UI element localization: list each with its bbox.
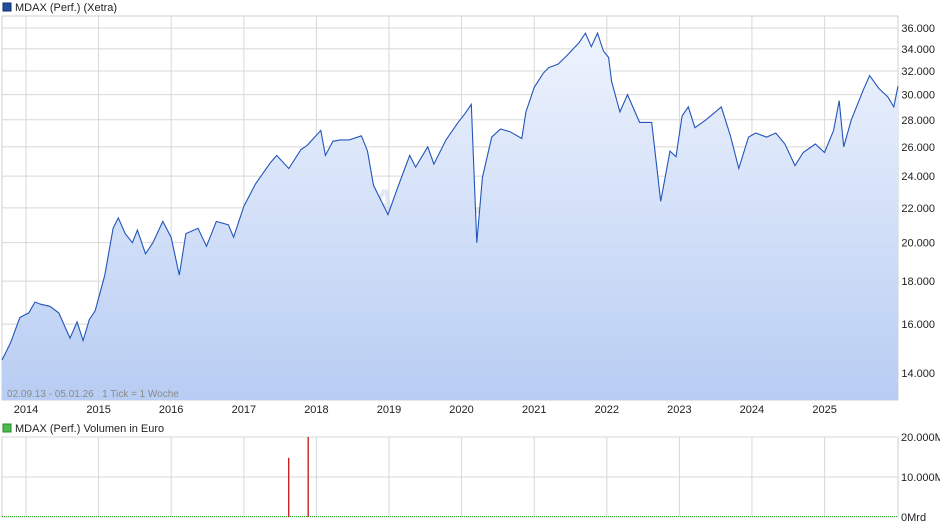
price-chart-title: MDAX (Perf.) (Xetra) — [15, 2, 117, 14]
price-y-tick-label: 18.000 — [901, 276, 935, 288]
x-axis-year-label: 2021 — [522, 404, 546, 416]
x-axis-year-label: 2015 — [86, 404, 110, 416]
x-axis-year-label: 2019 — [377, 404, 401, 416]
volume-y-axis: 0Mrd 10.000M 20.000M — [901, 432, 940, 524]
x-axis-year-label: 2016 — [159, 404, 183, 416]
price-legend-swatch — [2, 2, 12, 12]
price-y-tick-label: 22.000 — [901, 203, 935, 215]
x-axis-year-label: 2023 — [667, 404, 691, 416]
price-y-tick-label: 26.000 — [901, 142, 935, 154]
price-y-tick-label: 20.000 — [901, 238, 935, 250]
price-y-tick-label: 30.000 — [901, 90, 935, 102]
price-y-tick-label: 36.000 — [901, 23, 935, 35]
price-y-tick-label: 16.000 — [901, 319, 935, 331]
volume-chart-title: MDAX (Perf.) Volumen in Euro — [15, 423, 164, 435]
volume-legend-swatch — [2, 423, 12, 433]
volume-y-tick-label: 0Mrd — [901, 512, 926, 524]
x-axis-year-label: 2024 — [740, 404, 764, 416]
x-axis-year-label: 2017 — [232, 404, 256, 416]
x-axis-year-label: 2022 — [595, 404, 619, 416]
price-y-tick-label: 14.000 — [901, 368, 935, 380]
volume-bar — [288, 457, 290, 517]
price-y-tick-label: 34.000 — [901, 44, 935, 56]
volume-y-tick-label: 10.000M — [901, 472, 940, 484]
price-y-tick-label: 32.000 — [901, 66, 935, 78]
price-y-tick-label: 28.000 — [901, 115, 935, 127]
x-axis-year-label: 2014 — [14, 404, 38, 416]
volume-y-tick-label: 20.000M — [901, 432, 940, 444]
price-y-tick-label: 24.000 — [901, 171, 935, 183]
price-area — [2, 33, 898, 400]
x-axis-year-label: 2020 — [449, 404, 473, 416]
x-axis-year-label: 2025 — [812, 404, 836, 416]
x-axis-year-label: 2018 — [304, 404, 328, 416]
date-range-caption: 02.09.13 - 05.01.26 1 Tick = 1 Woche — [7, 389, 179, 400]
price-series-line — [1, 31, 899, 361]
volume-bar — [307, 437, 309, 517]
price-y-axis: 14.000 16.000 18.000 20.000 22.000 24.000 26.0… — [901, 23, 935, 380]
volume-bars — [2, 437, 898, 517]
x-axis-year-labels: 2014 2015 2016 2017 2018 2019 2020 2021 2022 2023… — [14, 404, 837, 416]
